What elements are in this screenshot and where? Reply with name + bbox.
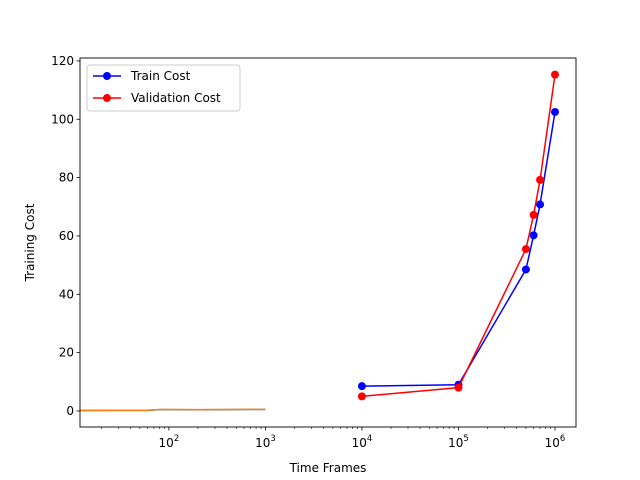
y-tick-label: 100	[51, 112, 74, 126]
legend-box	[86, 64, 241, 112]
train-cost-point	[529, 231, 538, 240]
legend: Train Cost Validation Cost	[86, 64, 241, 112]
train-cost-point	[521, 265, 530, 274]
legend-label-validation-cost: Validation Cost	[131, 91, 221, 105]
x-tick-label: 106	[545, 434, 566, 450]
validation-cost-line	[361, 74, 556, 398]
x-tick-label: 103	[255, 434, 276, 450]
x-tick-label: 102	[159, 434, 180, 450]
validation-cost-point	[521, 245, 530, 254]
legend-label-train-cost: Train Cost	[130, 69, 191, 83]
validation-cost-point	[536, 175, 545, 184]
validation-cost-point	[529, 210, 538, 219]
plot-frame	[79, 57, 577, 428]
x-tick-label: 105	[448, 434, 469, 450]
train-cost-point	[536, 200, 545, 209]
y-tick-label: 20	[59, 346, 74, 360]
legend-marker-train-cost	[103, 72, 111, 80]
y-tick-label: 0	[66, 404, 74, 418]
validation-cost-point	[551, 70, 560, 79]
y-axis-label: Training Cost	[23, 203, 37, 282]
y-tick-label: 60	[59, 229, 74, 243]
y-tick-label: 120	[51, 54, 74, 68]
x-axis-label: Time Frames	[289, 461, 367, 475]
train-cost-line	[361, 111, 556, 387]
train-cost-point	[357, 382, 366, 391]
y-tick-label: 80	[59, 171, 74, 185]
validation-cost-point	[357, 392, 366, 401]
validation-cost-point	[454, 383, 463, 392]
x-tick-label: 104	[352, 434, 373, 450]
flat-series-line	[80, 408, 266, 412]
train-cost-point	[551, 107, 560, 116]
y-tick-label: 40	[59, 287, 74, 301]
legend-marker-validation-cost	[103, 94, 111, 102]
